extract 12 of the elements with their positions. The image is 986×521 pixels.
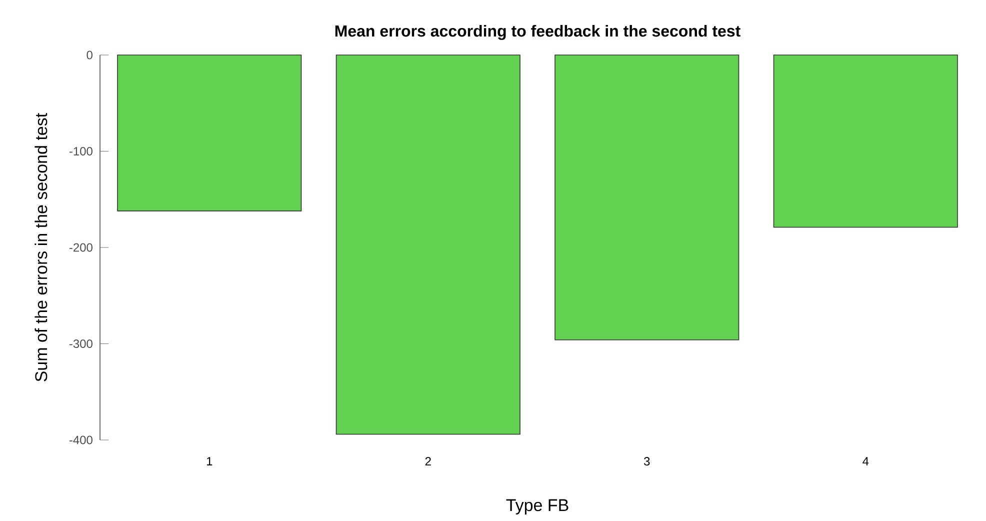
x-tick-label: 4: [862, 456, 869, 466]
y-tick-label: -200: [69, 243, 92, 252]
x-axis-title: Type FB: [506, 499, 568, 514]
x-tick-label: 3: [644, 456, 650, 466]
y-tick-label: -100: [69, 146, 92, 156]
chart-title: Mean errors according to feedback in the second test: [335, 24, 740, 40]
y-tick-label: -400: [69, 436, 92, 444]
x-tick-label: 1: [206, 456, 212, 466]
y-axis-title: Sum of the errors in the second test: [34, 112, 48, 382]
y-tick-label: -300: [69, 339, 92, 348]
x-tick-label: 2: [425, 456, 431, 466]
y-tick-label: 0: [86, 50, 92, 60]
